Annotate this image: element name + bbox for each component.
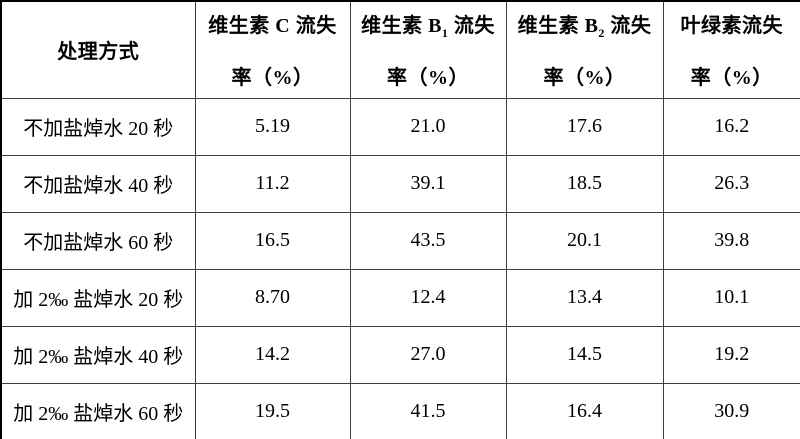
cell-vitamin-c: 16.5	[194, 211, 351, 270]
header-line2: 率（%）	[387, 67, 469, 90]
table-row: 不加盐焯水 60 秒 16.5 43.5 20.1 39.8	[0, 211, 800, 270]
cell-vitamin-b2: 18.5	[505, 154, 664, 213]
cell-treatment: 加 2‰ 盐焯水 40 秒	[0, 325, 196, 384]
cell-vitamin-c: 5.19	[194, 97, 351, 156]
header-line1: 维生素 C 流失	[196, 9, 349, 38]
cell-chlorophyll: 16.2	[662, 97, 800, 156]
cell-vitamin-b2: 14.5	[505, 325, 664, 384]
header-line1: 维生素 B1 流失	[351, 9, 505, 41]
cell-vitamin-c: 11.2	[194, 154, 351, 213]
cell-vitamin-c: 14.2	[194, 325, 351, 384]
cell-vitamin-b1: 41.5	[349, 382, 507, 439]
header-text: 维生素 B	[517, 15, 599, 38]
table-row: 加 2‰ 盐焯水 40 秒 14.2 27.0 14.5 19.2	[0, 325, 800, 384]
header-row: 处理方式 维生素 C 流失 率（%） 维生素 B1 流失 率（%） 维生素 B2…	[0, 0, 800, 99]
header-subscript: 2	[598, 26, 605, 41]
header-line1: 叶绿素流失	[664, 9, 800, 38]
cell-vitamin-c: 19.5	[194, 382, 351, 439]
header-subscript: 1	[441, 26, 449, 41]
cell-vitamin-b2: 20.1	[505, 211, 664, 270]
header-line2: 率（%）	[231, 67, 314, 90]
cell-chlorophyll: 26.3	[662, 154, 800, 213]
header-vitamin-b1-loss: 维生素 B1 流失 率（%）	[349, 0, 507, 99]
cell-chlorophyll: 19.2	[662, 325, 800, 384]
cell-vitamin-b2: 13.4	[505, 268, 664, 327]
cell-vitamin-b2: 17.6	[505, 97, 664, 156]
table-body: 不加盐焯水 20 秒 5.19 21.0 17.6 16.2 不加盐焯水 40 …	[0, 97, 800, 439]
header-vitamin-b2-loss: 维生素 B2 流失 率（%）	[505, 0, 664, 99]
header-text: 流失	[448, 15, 495, 38]
cell-chlorophyll: 30.9	[662, 382, 800, 439]
table-row: 不加盐焯水 20 秒 5.19 21.0 17.6 16.2	[0, 97, 800, 156]
cell-treatment: 加 2‰ 盐焯水 20 秒	[0, 268, 196, 327]
table-header: 处理方式 维生素 C 流失 率（%） 维生素 B1 流失 率（%） 维生素 B2…	[0, 0, 800, 99]
header-vitamin-c-loss: 维生素 C 流失 率（%）	[194, 0, 351, 99]
cell-vitamin-b1: 12.4	[349, 268, 507, 327]
cell-chlorophyll: 39.8	[662, 211, 800, 270]
header-chlorophyll-loss: 叶绿素流失 率（%）	[662, 0, 800, 99]
cell-treatment: 不加盐焯水 40 秒	[0, 154, 196, 213]
cell-vitamin-b1: 27.0	[349, 325, 507, 384]
cell-vitamin-b1: 21.0	[349, 97, 507, 156]
cell-treatment: 加 2‰ 盐焯水 60 秒	[0, 382, 196, 439]
table-row: 不加盐焯水 40 秒 11.2 39.1 18.5 26.3	[0, 154, 800, 213]
header-text: 叶绿素流失	[680, 15, 783, 38]
table-row: 加 2‰ 盐焯水 20 秒 8.70 12.4 13.4 10.1	[0, 268, 800, 327]
header-line2: 率（%）	[543, 67, 626, 90]
cell-vitamin-c: 8.70	[194, 268, 351, 327]
cell-treatment: 不加盐焯水 60 秒	[0, 211, 196, 270]
header-line1: 维生素 B2 流失	[507, 9, 662, 41]
cell-vitamin-b1: 43.5	[349, 211, 507, 270]
table-row: 加 2‰ 盐焯水 60 秒 19.5 41.5 16.4 30.9	[0, 382, 800, 439]
header-text: 维生素 B	[361, 15, 442, 38]
header-text: 维生素 C 流失	[208, 15, 337, 38]
header-text: 流失	[604, 15, 652, 38]
cell-chlorophyll: 10.1	[662, 268, 800, 327]
header-treatment-method: 处理方式	[0, 0, 196, 99]
header-line2: 率（%）	[690, 67, 773, 90]
cell-treatment: 不加盐焯水 20 秒	[0, 97, 196, 156]
cell-vitamin-b2: 16.4	[505, 382, 664, 439]
cell-vitamin-b1: 39.1	[349, 154, 507, 213]
